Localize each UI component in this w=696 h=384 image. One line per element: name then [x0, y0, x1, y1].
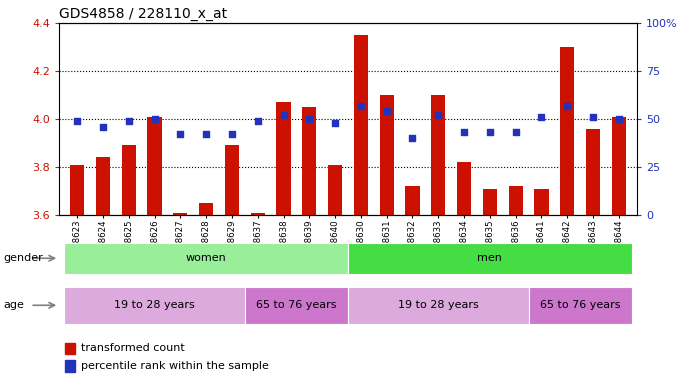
Text: 65 to 76 years: 65 to 76 years	[540, 300, 620, 310]
Bar	[528, 287, 632, 323]
Bar	[328, 165, 342, 215]
Bar	[199, 203, 213, 215]
Point	[459, 129, 470, 136]
Text: transformed count: transformed count	[81, 343, 185, 353]
Point	[381, 108, 393, 114]
Bar	[70, 165, 84, 215]
Bar	[483, 189, 497, 215]
Bar	[535, 189, 548, 215]
Point	[72, 118, 83, 124]
Point	[536, 114, 547, 120]
Bar	[173, 213, 187, 215]
Point	[123, 118, 134, 124]
Point	[149, 116, 160, 122]
Point	[613, 116, 624, 122]
Text: 19 to 28 years: 19 to 28 years	[114, 300, 195, 310]
Text: 19 to 28 years: 19 to 28 years	[398, 300, 479, 310]
Point	[356, 103, 367, 109]
Bar	[64, 243, 348, 274]
Point	[226, 131, 237, 137]
Bar	[431, 95, 445, 215]
Bar	[560, 47, 574, 215]
Bar	[354, 35, 368, 215]
Point	[175, 131, 186, 137]
Text: men: men	[477, 253, 503, 263]
Point	[484, 129, 496, 136]
Point	[200, 131, 212, 137]
Text: women: women	[186, 253, 226, 263]
Bar	[251, 213, 265, 215]
Bar	[245, 287, 348, 323]
Text: percentile rank within the sample: percentile rank within the sample	[81, 361, 269, 371]
Bar	[457, 162, 471, 215]
Point	[407, 135, 418, 141]
Point	[303, 116, 315, 122]
Text: 65 to 76 years: 65 to 76 years	[256, 300, 337, 310]
Bar	[302, 107, 317, 215]
Text: age: age	[3, 300, 24, 310]
Bar	[148, 117, 161, 215]
Point	[278, 112, 289, 118]
Bar	[586, 129, 600, 215]
Bar	[379, 95, 394, 215]
Bar	[65, 343, 75, 354]
Bar	[65, 360, 75, 372]
Bar	[612, 117, 626, 215]
Bar	[276, 102, 291, 215]
Point	[252, 118, 263, 124]
Bar	[96, 157, 110, 215]
Point	[433, 112, 444, 118]
Text: gender: gender	[3, 253, 43, 263]
Point	[510, 129, 521, 136]
Point	[97, 124, 109, 130]
Bar	[225, 146, 239, 215]
Bar	[348, 287, 528, 323]
Bar	[405, 186, 420, 215]
Point	[587, 114, 599, 120]
Point	[562, 103, 573, 109]
Text: GDS4858 / 228110_x_at: GDS4858 / 228110_x_at	[59, 7, 228, 21]
Bar	[509, 186, 523, 215]
Bar	[348, 243, 632, 274]
Bar	[64, 287, 245, 323]
Point	[329, 120, 340, 126]
Bar	[122, 146, 136, 215]
